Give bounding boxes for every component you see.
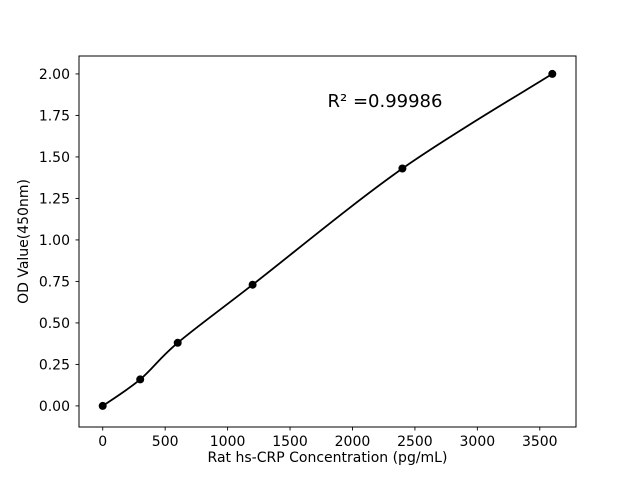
x-tick-label: 2000 [335, 434, 371, 450]
x-tick-label: 500 [152, 434, 179, 450]
data-point-marker [173, 338, 182, 347]
data-point-marker [136, 375, 145, 384]
data-series [98, 69, 557, 410]
data-point-marker [98, 401, 107, 410]
y-tick-label: 1.00 [39, 233, 70, 249]
data-point-marker [248, 280, 257, 289]
x-tick-label: 1000 [210, 434, 246, 450]
y-axis-label: OD Value(450nm) [16, 179, 32, 304]
fit-curve [102, 73, 553, 407]
y-tick-label: 2.00 [39, 67, 70, 83]
data-point-marker [548, 69, 557, 78]
x-axis-label: Rat hs-CRP Concentration (pg/mL) [208, 450, 448, 466]
x-tick-label: 3500 [522, 434, 558, 450]
plot-border [78, 55, 577, 428]
y-tick-label: 1.50 [39, 150, 70, 166]
r-squared-annotation: R² =0.99986 [328, 91, 443, 112]
data-point-marker [398, 164, 407, 173]
y-tick-label: 1.25 [39, 191, 70, 207]
y-tick-label: 1.75 [39, 108, 70, 124]
y-tick-label: 0.25 [39, 357, 70, 373]
y-tick-label: 0.00 [39, 399, 70, 415]
x-tick-label: 2500 [397, 434, 433, 450]
x-tick-label: 1500 [272, 434, 308, 450]
axes-ticks: 0 500 1000 1500 2000 2500 3000 3500 0.00 0.25 0.50… [39, 67, 558, 450]
x-tick-label: 0 [98, 434, 107, 450]
x-tick-label: 3000 [460, 434, 496, 450]
y-tick-label: 0.50 [39, 316, 70, 332]
y-tick-label: 0.75 [39, 274, 70, 290]
